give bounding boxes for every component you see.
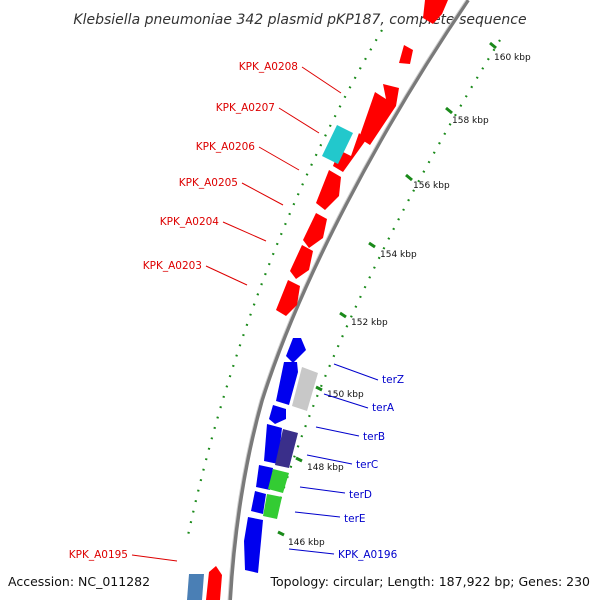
gc-track-outer <box>278 39 501 501</box>
label-tera: terA <box>372 402 395 414</box>
map-title: Klebsiella pneumoniae 342 plasmid pKP187… <box>73 12 526 28</box>
gene-blue-5[interactable] <box>256 465 273 490</box>
ruler-label-160: 160 kbp <box>494 53 531 63</box>
gene-terz[interactable] <box>292 367 318 411</box>
ruler-label-158: 158 kbp <box>452 116 489 126</box>
gc-content-track <box>185 29 501 541</box>
ruler-label-146: 146 kbp <box>288 538 325 548</box>
topology-text: Topology: circular; Length: 187,922 bp; … <box>270 574 591 589</box>
gene-blue-2[interactable] <box>276 362 298 405</box>
ruler-tick-150 <box>315 385 323 392</box>
gene-kpk-a0207[interactable] <box>333 133 366 172</box>
gene-top-red-1[interactable] <box>423 0 448 24</box>
leader-kpk-a0206 <box>258 146 300 171</box>
ruler-tick-152 <box>339 311 347 319</box>
leader-tere <box>294 511 341 518</box>
right-labels: terZ terA terB terC terD terE KPK_A0196 <box>288 363 404 561</box>
leader-terd <box>299 486 346 494</box>
gene-blue-7[interactable] <box>244 517 263 573</box>
gene-kpk-a0204[interactable] <box>290 245 313 279</box>
label-terz: terZ <box>382 374 404 386</box>
gene-blue-3[interactable] <box>269 405 286 424</box>
ruler-tick-158 <box>445 106 453 115</box>
label-terc: terC <box>356 459 378 471</box>
ruler-labels: 160 kbp 158 kbp 156 kbp 154 kbp 152 kbp … <box>288 53 531 548</box>
gene-terd[interactable] <box>268 469 289 493</box>
gene-track-blue <box>244 338 306 573</box>
gene-kpk-a0206[interactable] <box>316 170 341 210</box>
label-kpk-a0196: KPK_A0196 <box>338 549 398 561</box>
gene-kpk-a0195[interactable] <box>206 566 222 600</box>
gene-terc[interactable] <box>275 429 298 468</box>
gene-tere[interactable] <box>263 494 282 519</box>
gene-blue-1[interactable] <box>286 338 306 363</box>
leader-kpk-a0195 <box>131 554 178 562</box>
label-kpk-a0208: KPK_A0208 <box>239 61 298 73</box>
ruler-label-152: 152 kbp <box>351 318 388 328</box>
leader-kpk-a0205 <box>241 182 284 206</box>
ruler-ticks <box>277 41 497 537</box>
plasmid-backbone <box>227 0 470 600</box>
leader-tera <box>323 393 369 409</box>
ruler-label-154: 154 kbp <box>380 250 417 260</box>
label-terb: terB <box>363 431 385 443</box>
ruler-label-148: 148 kbp <box>307 463 344 473</box>
ruler-tick-160 <box>489 41 497 50</box>
leader-kpk-a0208 <box>301 66 342 94</box>
left-labels: KPK_A0208 KPK_A0207 KPK_A0206 KPK_A0205 … <box>69 61 342 562</box>
gc-track-inner <box>185 29 383 541</box>
leader-kpk-a0196 <box>288 548 335 555</box>
accession-text: Accession: NC_011282 <box>8 574 150 589</box>
gene-kpk-a0207-cyan[interactable] <box>322 125 353 164</box>
label-terd: terD <box>349 489 372 501</box>
ruler-tick-154 <box>368 241 376 249</box>
leader-terz <box>333 363 379 381</box>
leader-kpk-a0204 <box>222 221 267 242</box>
backbone-arc <box>228 0 470 600</box>
leader-kpk-a0207 <box>278 107 320 134</box>
gene-kpk-a0208[interactable] <box>359 84 399 145</box>
ruler-tick-156 <box>405 173 413 182</box>
gene-steel[interactable] <box>187 574 204 600</box>
label-kpk-a0205: KPK_A0205 <box>179 177 238 189</box>
ruler-tick-148 <box>295 456 303 463</box>
label-tere: terE <box>344 513 366 525</box>
gene-top-red-2[interactable] <box>399 45 413 64</box>
ruler-tick-146 <box>277 530 285 537</box>
label-kpk-a0206: KPK_A0206 <box>196 141 256 153</box>
backbone-highlight <box>227 0 467 600</box>
leader-terb <box>315 426 360 437</box>
gene-kpk-a0205[interactable] <box>303 213 327 248</box>
leader-terc <box>306 454 353 465</box>
label-kpk-a0203: KPK_A0203 <box>143 260 202 272</box>
ruler-label-156: 156 kbp <box>413 181 450 191</box>
gene-track-red <box>206 0 448 600</box>
label-kpk-a0207: KPK_A0207 <box>216 102 275 114</box>
ruler-label-150: 150 kbp <box>327 390 364 400</box>
label-kpk-a0195: KPK_A0195 <box>69 549 128 561</box>
label-kpk-a0204: KPK_A0204 <box>160 216 220 228</box>
gene-kpk-a0203[interactable] <box>276 280 300 316</box>
leader-kpk-a0203 <box>205 265 248 286</box>
gene-blue-6[interactable] <box>251 491 266 514</box>
